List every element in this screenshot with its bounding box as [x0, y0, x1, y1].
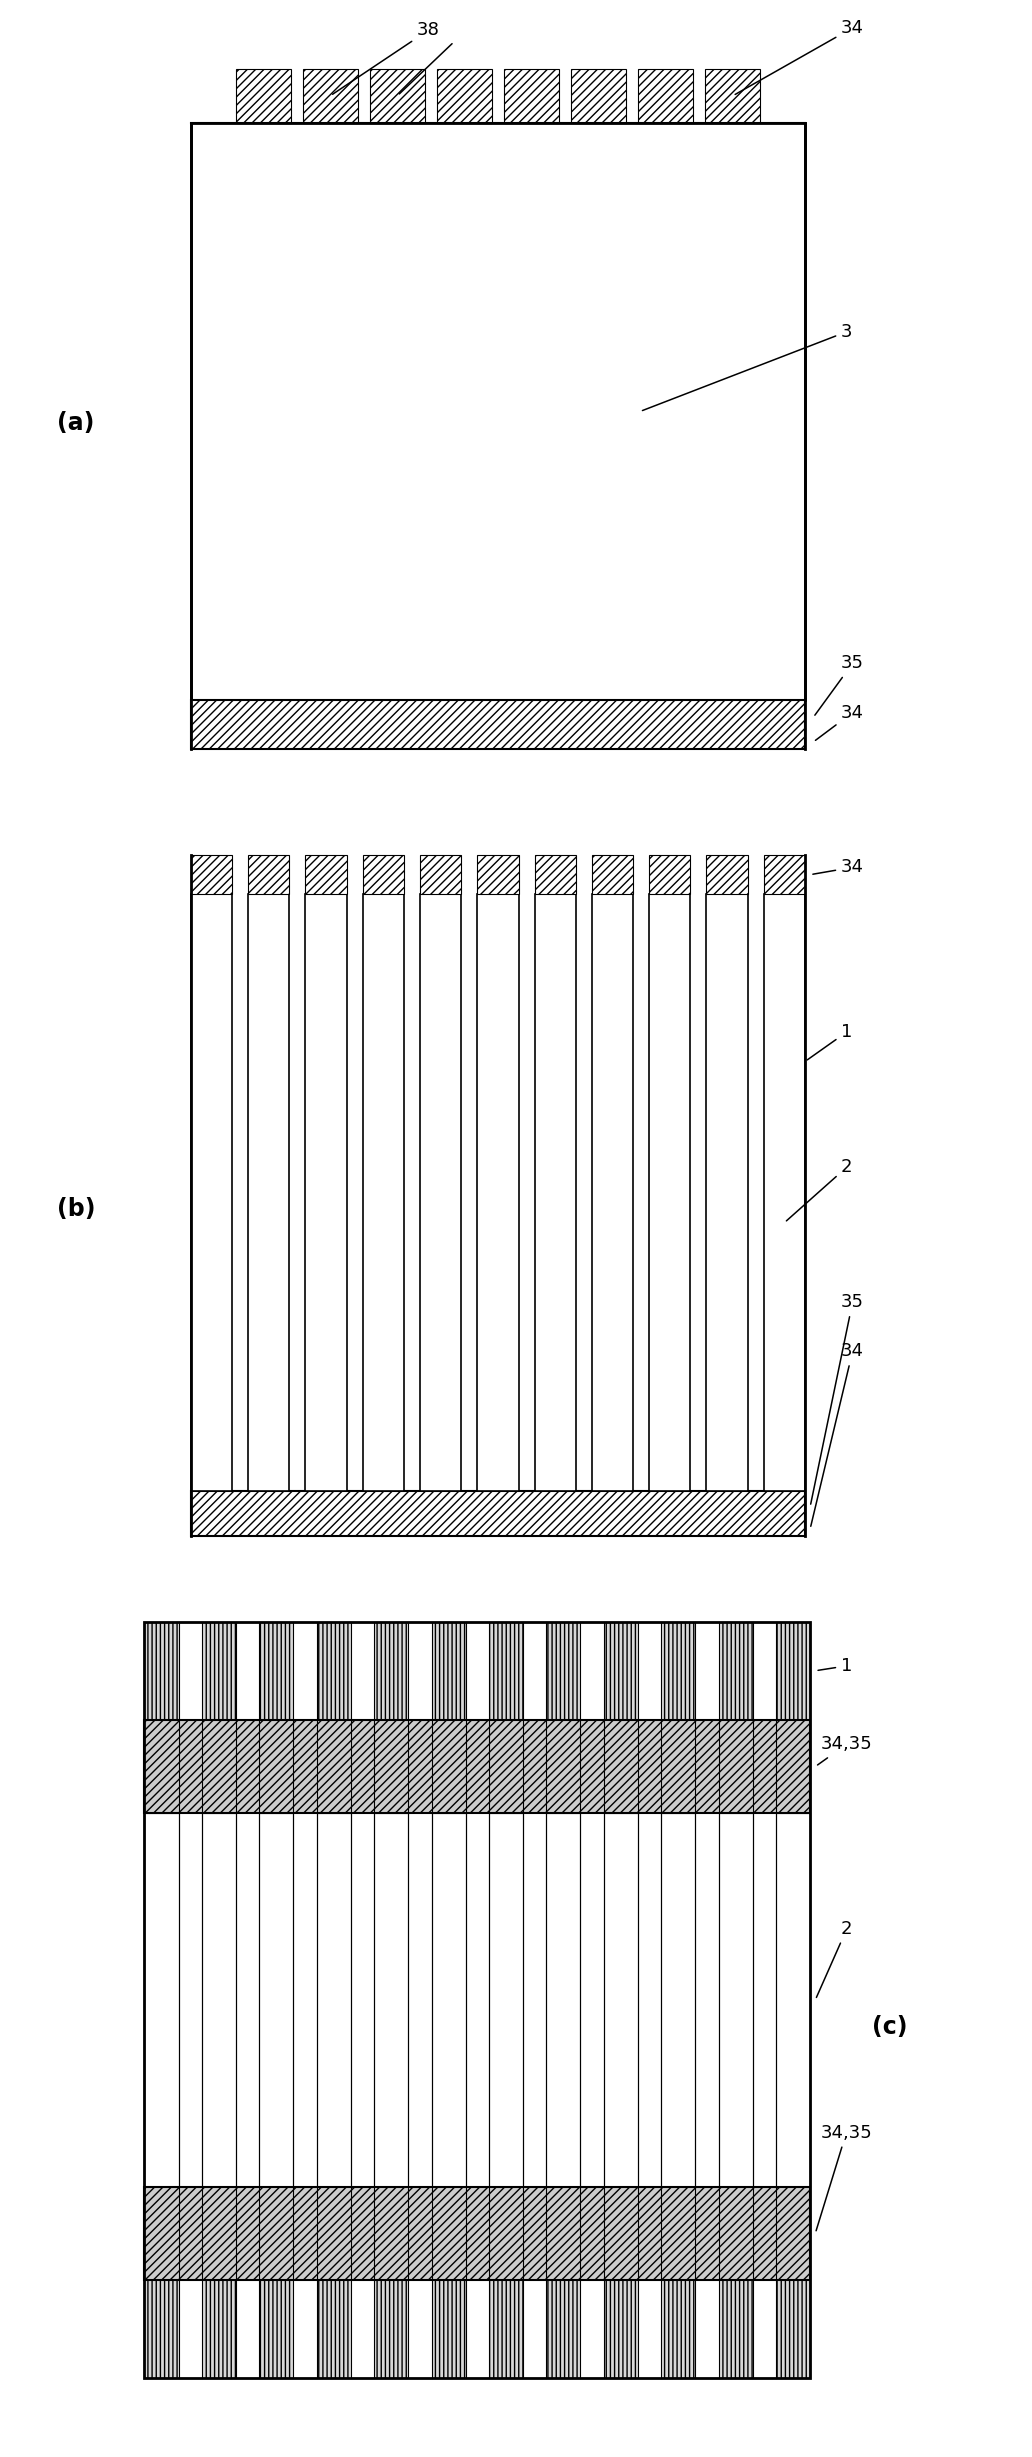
- Bar: [477, 894, 518, 1491]
- Bar: [706, 855, 747, 894]
- Bar: [706, 69, 760, 123]
- Bar: [144, 2187, 810, 2280]
- Text: (a): (a): [57, 410, 94, 435]
- Bar: [535, 855, 576, 894]
- Bar: [191, 1491, 805, 1536]
- Bar: [248, 894, 289, 1491]
- Bar: [259, 1813, 293, 2187]
- Bar: [764, 894, 805, 1491]
- Bar: [431, 1813, 465, 2187]
- Bar: [317, 1813, 351, 2187]
- Bar: [144, 1720, 810, 1813]
- Bar: [546, 2280, 580, 2378]
- Bar: [764, 855, 805, 894]
- Bar: [202, 2280, 236, 2378]
- Bar: [572, 69, 625, 123]
- Text: 34: 34: [815, 703, 864, 740]
- Text: 34: 34: [813, 857, 864, 877]
- Bar: [662, 2280, 696, 2378]
- Bar: [489, 1622, 523, 1720]
- Bar: [248, 855, 289, 894]
- Bar: [420, 894, 461, 1491]
- Text: 34,35: 34,35: [816, 2123, 872, 2231]
- Bar: [235, 69, 291, 123]
- Text: 35: 35: [815, 654, 864, 715]
- Bar: [604, 2280, 638, 2378]
- Text: 34: 34: [735, 20, 864, 93]
- Text: 38: 38: [332, 22, 440, 93]
- Bar: [718, 1813, 752, 2187]
- Bar: [591, 855, 633, 894]
- Bar: [535, 894, 576, 1491]
- Bar: [604, 1813, 638, 2187]
- Text: 34: 34: [811, 1342, 864, 1526]
- Bar: [363, 894, 404, 1491]
- Bar: [776, 1813, 810, 2187]
- Bar: [638, 69, 694, 123]
- Bar: [591, 894, 633, 1491]
- Bar: [144, 2280, 179, 2378]
- Bar: [144, 1813, 179, 2187]
- Bar: [303, 69, 357, 123]
- Bar: [144, 1622, 179, 1720]
- Bar: [363, 855, 404, 894]
- Bar: [431, 1622, 465, 1720]
- Bar: [259, 1622, 293, 1720]
- Bar: [305, 894, 347, 1491]
- Bar: [706, 894, 747, 1491]
- Bar: [202, 1813, 236, 2187]
- Bar: [604, 1622, 638, 1720]
- Text: (c): (c): [872, 2015, 907, 2039]
- Text: 3: 3: [643, 322, 852, 410]
- Bar: [504, 69, 559, 123]
- Bar: [776, 1622, 810, 1720]
- Text: 2: 2: [786, 1157, 852, 1221]
- Bar: [305, 855, 347, 894]
- Bar: [317, 1622, 351, 1720]
- Bar: [662, 1622, 696, 1720]
- Bar: [662, 1813, 696, 2187]
- Bar: [431, 2280, 465, 2378]
- Bar: [718, 2280, 752, 2378]
- Bar: [375, 1622, 409, 1720]
- Bar: [489, 2280, 523, 2378]
- Bar: [489, 1813, 523, 2187]
- Bar: [437, 69, 491, 123]
- Bar: [477, 855, 518, 894]
- Bar: [375, 2280, 409, 2378]
- Bar: [144, 1622, 810, 2378]
- Bar: [202, 1622, 236, 1720]
- Text: 2: 2: [816, 1919, 852, 1998]
- Bar: [375, 1813, 409, 2187]
- Bar: [649, 894, 690, 1491]
- Bar: [776, 2280, 810, 2378]
- Bar: [191, 123, 805, 700]
- Bar: [191, 700, 805, 749]
- Text: 35: 35: [811, 1292, 864, 1504]
- Text: (b): (b): [57, 1197, 95, 1221]
- Bar: [546, 1622, 580, 1720]
- Bar: [191, 855, 232, 894]
- Text: 34,35: 34,35: [817, 1735, 872, 1764]
- Bar: [649, 855, 690, 894]
- Bar: [420, 855, 461, 894]
- Bar: [317, 2280, 351, 2378]
- Bar: [369, 69, 424, 123]
- Bar: [546, 1813, 580, 2187]
- Text: 1: 1: [818, 1656, 852, 1676]
- Bar: [259, 2280, 293, 2378]
- Bar: [718, 1622, 752, 1720]
- Bar: [191, 894, 232, 1491]
- Text: 1: 1: [807, 1022, 852, 1059]
